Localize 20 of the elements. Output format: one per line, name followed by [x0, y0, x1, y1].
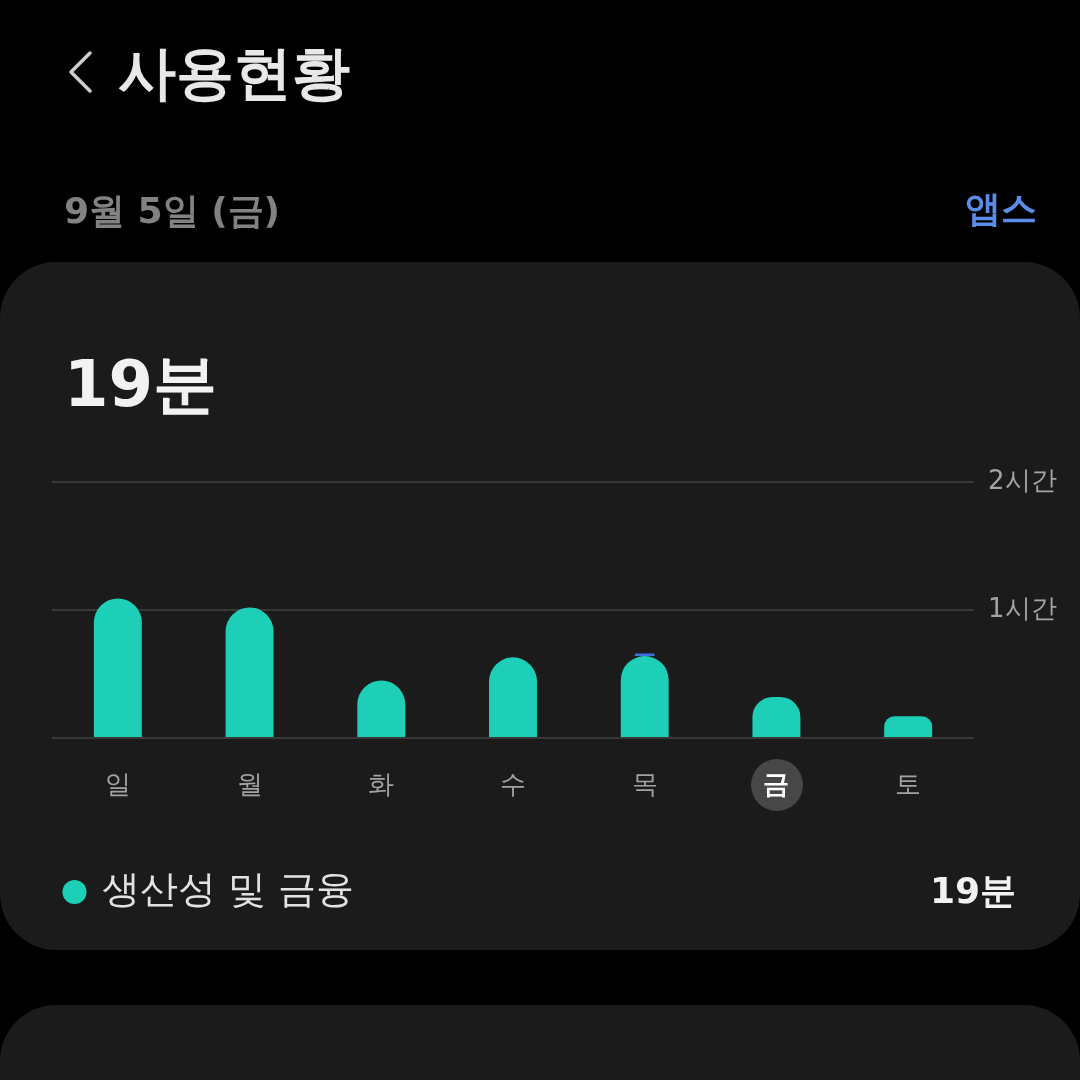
bar: [620, 656, 669, 737]
x-tick-label: 화: [368, 769, 395, 800]
text: 19분: [929, 870, 1016, 912]
x-tick-label: 토: [895, 769, 922, 800]
bar: [225, 607, 274, 737]
y-tick-label: 2시간: [988, 464, 1057, 495]
legend-label: 생산성 및 금융: [102, 866, 355, 911]
x-tick-label: 월: [236, 769, 263, 800]
x-tick-label: 금: [763, 769, 790, 800]
bar: [884, 716, 933, 737]
x-tick-label: 목: [631, 769, 658, 800]
bar: [93, 598, 142, 737]
bar: [489, 657, 537, 737]
y-tick-label: 1시간: [988, 592, 1057, 623]
text: 앱스: [965, 188, 1037, 230]
text: 19분: [64, 347, 218, 422]
x-tick-label: 일: [104, 769, 131, 800]
x-tick-label: 수: [500, 769, 526, 800]
chart-title: 사용현황: [118, 39, 350, 107]
chart-subtitle: 9월 5일 (금): [64, 190, 281, 232]
